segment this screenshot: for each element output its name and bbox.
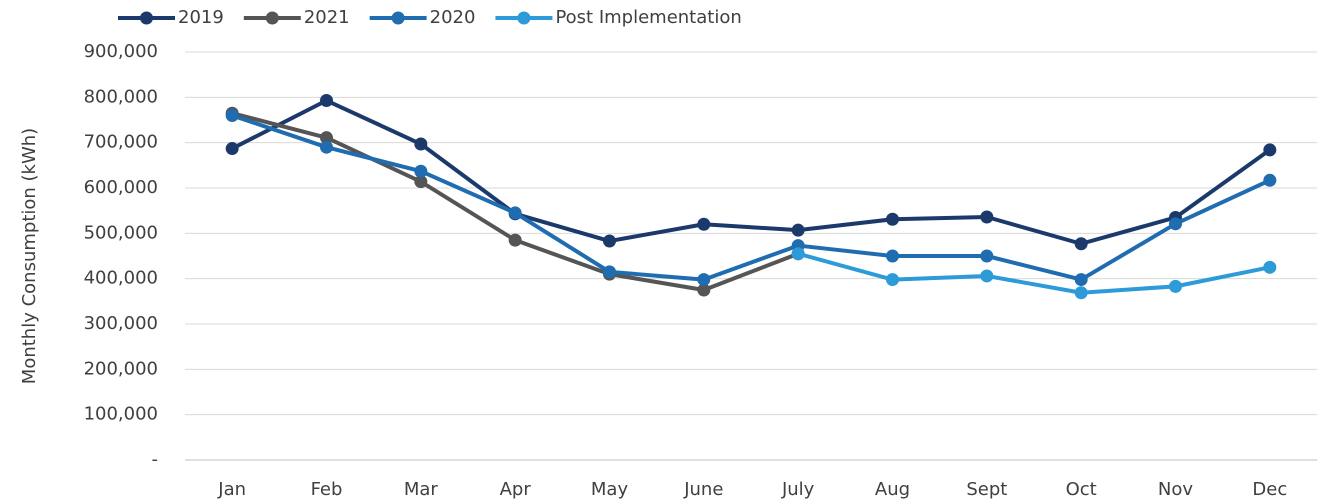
y-tick-label: 900,000 xyxy=(84,41,158,62)
data-point xyxy=(1263,260,1277,274)
y-tick-label: 300,000 xyxy=(84,313,158,334)
x-tick-label: May xyxy=(591,479,629,500)
x-tick-label: Aug xyxy=(875,479,910,500)
data-point xyxy=(980,269,994,283)
data-point xyxy=(886,212,899,226)
data-point xyxy=(414,137,428,151)
data-point xyxy=(697,217,711,231)
legend-marker xyxy=(140,11,153,25)
data-point xyxy=(1169,217,1182,231)
x-tick-label: Feb xyxy=(311,479,343,500)
legend-label: 2020 xyxy=(430,7,476,28)
data-point xyxy=(980,210,994,224)
data-point xyxy=(886,249,899,263)
series-line xyxy=(231,98,1271,246)
series-line xyxy=(797,251,1271,295)
data-point xyxy=(791,247,805,261)
data-point xyxy=(791,223,805,237)
legend-marker xyxy=(391,11,405,25)
x-tick-label: Sept xyxy=(966,479,1007,500)
x-tick-label: Jan xyxy=(217,479,246,500)
x-tick-label: Oct xyxy=(1066,479,1097,500)
data-point xyxy=(980,249,994,263)
y-tick-label: 500,000 xyxy=(84,222,158,243)
x-tick-label: Nov xyxy=(1158,479,1193,500)
data-point xyxy=(320,94,333,108)
data-point xyxy=(1074,273,1088,287)
data-point xyxy=(508,233,522,247)
data-point xyxy=(225,142,239,156)
data-point xyxy=(414,175,428,189)
y-axis-label: Monthly Consumption (kWh) xyxy=(19,128,40,384)
data-point xyxy=(603,234,616,248)
legend-label: 2019 xyxy=(178,7,224,28)
y-tick-label: 600,000 xyxy=(84,177,158,198)
legend-label: Post Implementation xyxy=(555,7,741,28)
x-tick-label: July xyxy=(781,479,815,500)
x-tick-label: Dec xyxy=(1252,479,1287,500)
series-line xyxy=(231,113,1271,282)
legend-marker xyxy=(265,11,279,25)
legend-label: 2021 xyxy=(304,7,350,28)
data-point xyxy=(1074,286,1088,300)
data-point xyxy=(1263,173,1277,187)
x-tick-label: Apr xyxy=(500,479,532,500)
data-point xyxy=(697,273,711,287)
legend-marker xyxy=(517,11,531,25)
y-tick-label: 100,000 xyxy=(84,404,158,425)
data-point xyxy=(225,108,239,122)
data-point xyxy=(414,164,428,178)
data-point xyxy=(1263,143,1277,157)
data-point xyxy=(1074,237,1088,251)
data-point xyxy=(508,206,522,220)
y-tick-label: 200,000 xyxy=(84,358,158,379)
y-tick-label: 400,000 xyxy=(84,268,158,289)
data-point xyxy=(697,283,711,297)
y-tick-label: 700,000 xyxy=(84,132,158,153)
y-tick-label: 800,000 xyxy=(84,86,158,107)
x-tick-label: Mar xyxy=(404,479,439,500)
series-line xyxy=(231,111,799,292)
x-tick-label: June xyxy=(683,479,723,500)
data-point xyxy=(603,265,616,279)
y-tick-label: - xyxy=(152,449,159,470)
data-point xyxy=(320,140,333,154)
data-point xyxy=(886,273,899,287)
data-point xyxy=(320,131,333,145)
data-point xyxy=(1169,279,1182,293)
